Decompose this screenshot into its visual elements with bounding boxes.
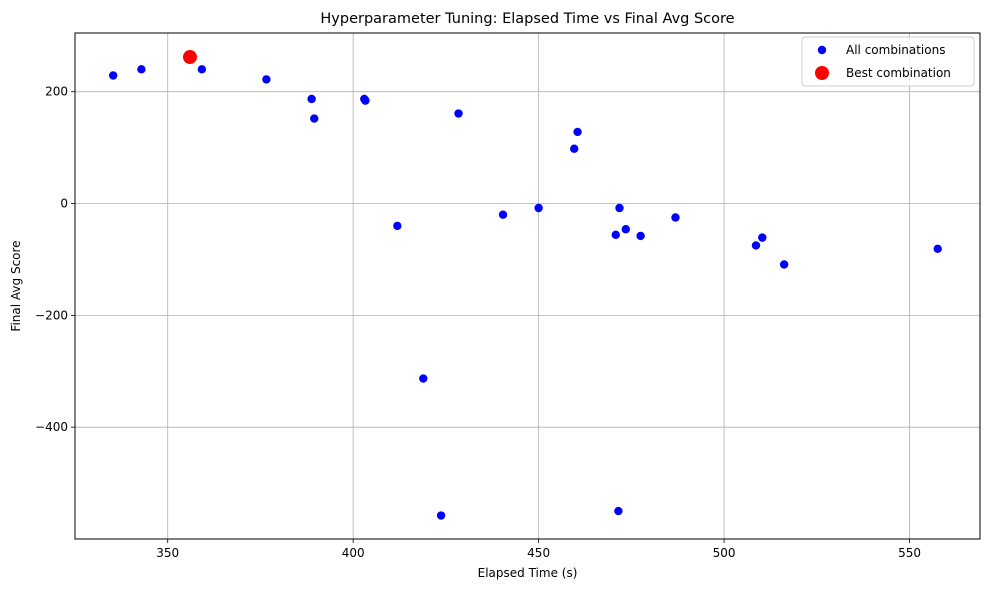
- axes: 350 400 450 500 550 −400 −200 0 200: [35, 85, 921, 560]
- legend-label-all: All combinations: [846, 43, 945, 57]
- legend: All combinations Best combination: [801, 36, 975, 87]
- x-tick-label: 450: [527, 546, 550, 560]
- combination-point: [137, 65, 146, 74]
- combination-point: [621, 225, 630, 234]
- y-tick-label: −200: [35, 308, 68, 322]
- combination-point: [361, 96, 370, 105]
- combination-point: [751, 241, 761, 250]
- x-tick-label: 500: [713, 546, 736, 560]
- x-tick-label: 400: [342, 546, 365, 560]
- combination-point: [419, 374, 428, 383]
- best-combination-point: [182, 50, 197, 65]
- y-tick-label: 0: [60, 197, 68, 211]
- y-tick-label: −400: [35, 420, 68, 434]
- combination-point: [573, 127, 582, 137]
- combination-point: [758, 233, 767, 242]
- x-tick-label: 550: [898, 546, 921, 560]
- combination-point: [262, 75, 271, 84]
- combination-point: [611, 230, 620, 240]
- combination-point: [454, 109, 463, 118]
- legend-box: [801, 36, 975, 87]
- combination-point: [671, 213, 680, 222]
- legend-marker-all: [817, 45, 827, 55]
- combination-point: [534, 203, 543, 213]
- legend-marker-best: [815, 66, 829, 80]
- plot-frame: [74, 32, 981, 540]
- data-points: [109, 50, 942, 520]
- chart-title: Hyperparameter Tuning: Elapsed Time vs F…: [320, 11, 734, 27]
- combination-point: [197, 65, 207, 74]
- x-tick-label: 350: [156, 546, 179, 560]
- combination-point: [310, 114, 319, 123]
- y-tick-label: 200: [45, 85, 68, 99]
- combination-point: [615, 203, 624, 213]
- combination-point: [614, 506, 623, 516]
- y-axis-title: Final Avg Score: [9, 240, 23, 331]
- combination-point: [570, 144, 579, 153]
- combination-point: [933, 244, 942, 254]
- combination-point: [109, 71, 118, 80]
- combination-point: [779, 260, 789, 269]
- grid-lines: [75, 33, 980, 539]
- x-axis-title: Elapsed Time (s): [478, 566, 578, 580]
- combination-point: [636, 231, 645, 241]
- combination-point: [498, 210, 508, 219]
- combination-point: [393, 221, 402, 231]
- combination-point: [307, 94, 316, 104]
- combination-point: [436, 511, 446, 520]
- legend-label-best: Best combination: [846, 66, 951, 80]
